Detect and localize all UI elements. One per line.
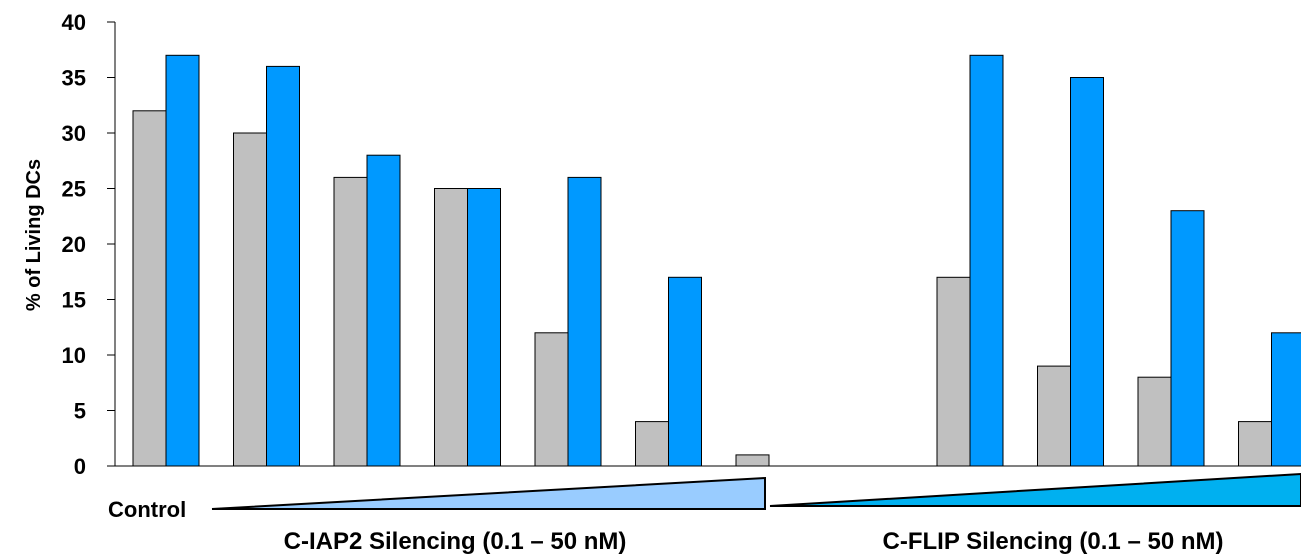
bar-gray (735, 454, 770, 467)
y-axis-label: % of Living DCs (23, 159, 45, 311)
bar-gray (635, 421, 669, 467)
bar-gray (1137, 376, 1172, 467)
c-flip-concentration-wedge (769, 472, 1301, 507)
y-ticks: 0 5 10 15 20 25 30 35 40 (62, 10, 115, 479)
c-iap2-group-label: C-IAP2 Silencing (0.1 – 50 nM) (284, 528, 627, 555)
y-tick-label: 25 (62, 177, 86, 202)
y-tick-label: 15 (62, 288, 86, 313)
bar-blue (1170, 210, 1205, 467)
y-tick-label: 5 (74, 399, 86, 424)
bar-blue (969, 54, 1004, 467)
y-tick-label: 20 (62, 232, 86, 257)
control-label: Control (108, 497, 186, 522)
bar-blue (1070, 77, 1104, 467)
y-tick-label: 10 (62, 343, 86, 368)
bar-gray (233, 132, 267, 467)
bar-blue (266, 65, 300, 467)
bar-gray (1238, 421, 1272, 467)
y-tick-label: 30 (62, 121, 86, 146)
y-tick-label: 35 (62, 66, 86, 91)
bar-blue (567, 176, 602, 467)
y-tick-label: 0 (74, 454, 86, 479)
y-tick-label: 40 (62, 10, 86, 35)
bar-blue (165, 54, 200, 467)
bar-gray (333, 176, 368, 467)
bar-blue (1271, 332, 1301, 467)
bar-gray (434, 188, 468, 467)
c-flip-group-label: C-FLIP Silencing (0.1 – 50 nM) (883, 528, 1224, 555)
bar-blue (668, 276, 702, 467)
c-iap2-concentration-wedge (211, 476, 766, 510)
bar-gray (936, 276, 971, 467)
bar-gray (1037, 365, 1071, 467)
bar-blue (366, 154, 401, 467)
bar-gray (534, 332, 569, 467)
bar-gray (132, 110, 167, 467)
bars-layer (132, 54, 1301, 467)
bar-blue (467, 188, 501, 467)
